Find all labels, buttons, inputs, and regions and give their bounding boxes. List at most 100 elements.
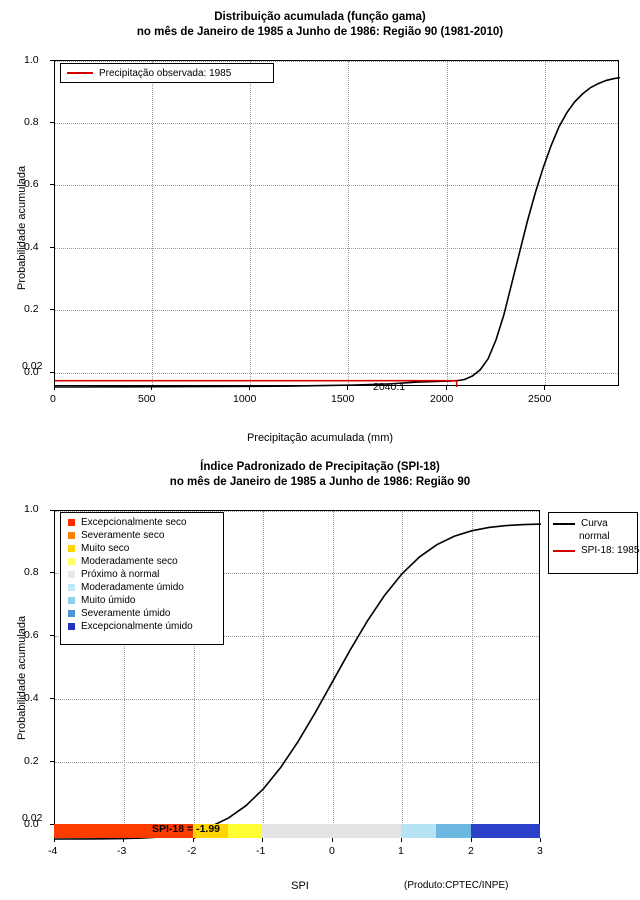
gridline-h	[55, 511, 539, 512]
legend-class-label: Muito úmido	[81, 595, 136, 606]
ytick-label: 0.8	[24, 566, 39, 578]
gridline-v	[152, 61, 153, 385]
ytick-label: 0.6	[24, 629, 39, 641]
gridline-v	[545, 61, 546, 385]
ytick-mark	[50, 572, 54, 573]
ytick-mark	[50, 635, 54, 636]
legend-class-row: Moderadamente úmido	[61, 581, 223, 594]
xtick-label: -2	[187, 845, 197, 857]
colorbar-segment	[401, 824, 436, 838]
gridline-h	[55, 248, 618, 249]
xtick-label: 1500	[331, 393, 355, 405]
legend-curve-row: SPI-18: 1985	[549, 543, 639, 558]
gridline-v	[472, 511, 473, 837]
legend-color-swatch	[68, 623, 75, 630]
top-xaxis-title: Precipitação acumulada (mm)	[246, 432, 394, 444]
ytick-mark	[50, 184, 54, 185]
legend-class-row: Moderadamente seco	[61, 555, 223, 568]
legend-class-label: Severamente úmido	[81, 608, 171, 619]
xtick-label: 500	[138, 393, 156, 405]
gridline-v	[348, 61, 349, 385]
ytick-label: 0.0	[24, 818, 39, 830]
ytick-mark	[50, 824, 54, 825]
xtick-label: 2	[468, 845, 474, 857]
xtick-mark	[54, 386, 55, 390]
xtick-mark	[347, 386, 348, 390]
legend-class-label: Próximo à normal	[81, 569, 160, 580]
curve-legend: Curva normal SPI-18: 1985	[548, 512, 639, 574]
legend-class-row: Muito úmido	[61, 594, 223, 607]
xtick-mark	[151, 386, 152, 390]
legend-curve-row-cont: normal	[549, 530, 637, 543]
xtick-label: 1000	[233, 393, 257, 405]
ytick-mark	[50, 309, 54, 310]
gridline-h	[55, 123, 618, 124]
legend-color-swatch	[68, 610, 75, 617]
ytick-label-extra: 0.02	[22, 360, 43, 372]
xtick-mark	[446, 386, 447, 390]
legend-class-label: Severamente seco	[81, 530, 165, 541]
ytick-label: 0.2	[24, 303, 39, 315]
legend-curve-label2: normal	[579, 531, 610, 542]
legend-class-label: Excepcionalmente úmido	[81, 621, 193, 632]
curve-path	[54, 76, 621, 388]
xtick-label: 3	[537, 845, 543, 857]
bottom-plot-area	[54, 510, 542, 840]
xtick-mark	[332, 838, 333, 842]
ytick-mark	[50, 761, 54, 762]
xtick-mark	[249, 386, 250, 390]
legend-class-label: Moderadamente úmido	[81, 582, 184, 593]
ytick-label: 0.4	[24, 692, 39, 704]
top-plot-area	[54, 60, 621, 388]
ytick-mark	[50, 510, 54, 511]
ytick-label: 0.4	[24, 241, 39, 253]
legend-class-row: Excepcionalmente seco	[61, 516, 223, 529]
ytick-label: 1.0	[24, 54, 39, 66]
top-chart-title: Distribuição acumulada (função gama)	[214, 11, 426, 23]
legend-class-row: Severamente úmido	[61, 607, 223, 620]
credit-label: (Produto:CPTEC/INPE)	[404, 880, 509, 891]
legend-class-label: Muito seco	[81, 543, 130, 554]
gridline-h	[55, 310, 618, 311]
xtick-mark	[262, 838, 263, 842]
legend-line-swatch	[553, 522, 575, 525]
ytick-mark	[50, 122, 54, 123]
colorbar-segment	[227, 824, 263, 838]
gridline-v	[194, 511, 195, 837]
xtick-label: -1	[256, 845, 266, 857]
gridline-h	[55, 61, 618, 62]
xtick-label: -3	[117, 845, 127, 857]
gridline-h	[55, 699, 539, 700]
ytick-mark	[50, 372, 54, 373]
legend-class-row: Próximo à normal	[61, 568, 223, 581]
ytick-label: 0.8	[24, 116, 39, 128]
ytick-label-extra: 0.02	[22, 812, 43, 824]
gridline-h	[55, 636, 539, 637]
legend-color-swatch	[68, 558, 75, 565]
legend-class-label: Excepcionalmente seco	[81, 517, 187, 528]
colorbar-segment	[262, 824, 402, 838]
gridline-v	[250, 61, 251, 385]
top-legend: Precipitação observada: 1985	[60, 63, 274, 83]
spi-value-label: SPI-18 = -1.99	[152, 823, 220, 835]
top-chart-subtitle: no mês de Janeiro de 1985 a Junho de 198…	[136, 26, 504, 38]
xtick-mark	[540, 838, 541, 842]
ytick-mark	[50, 60, 54, 61]
legend-label: Precipitação observada: 1985	[99, 67, 232, 79]
gridline-v	[263, 511, 264, 837]
top-curve-svg	[54, 76, 621, 388]
colorbar-segment	[192, 824, 228, 838]
legend-color-swatch	[68, 597, 75, 604]
colorbar-segment	[435, 824, 471, 838]
legend-class-row: Excepcionalmente úmido	[61, 620, 223, 633]
ytick-label: 0.6	[24, 178, 39, 190]
bottom-xaxis-title: SPI	[291, 880, 309, 892]
xtick-mark	[401, 838, 402, 842]
legend-curve-label: Curva	[581, 518, 608, 529]
gridline-v	[447, 61, 448, 385]
legend-class-row: Severamente seco	[61, 529, 223, 542]
colorbar-segment	[470, 824, 540, 838]
legend-class-label: Moderadamente seco	[81, 556, 178, 567]
ytick-mark	[50, 698, 54, 699]
xtick-label: 1	[398, 845, 404, 857]
